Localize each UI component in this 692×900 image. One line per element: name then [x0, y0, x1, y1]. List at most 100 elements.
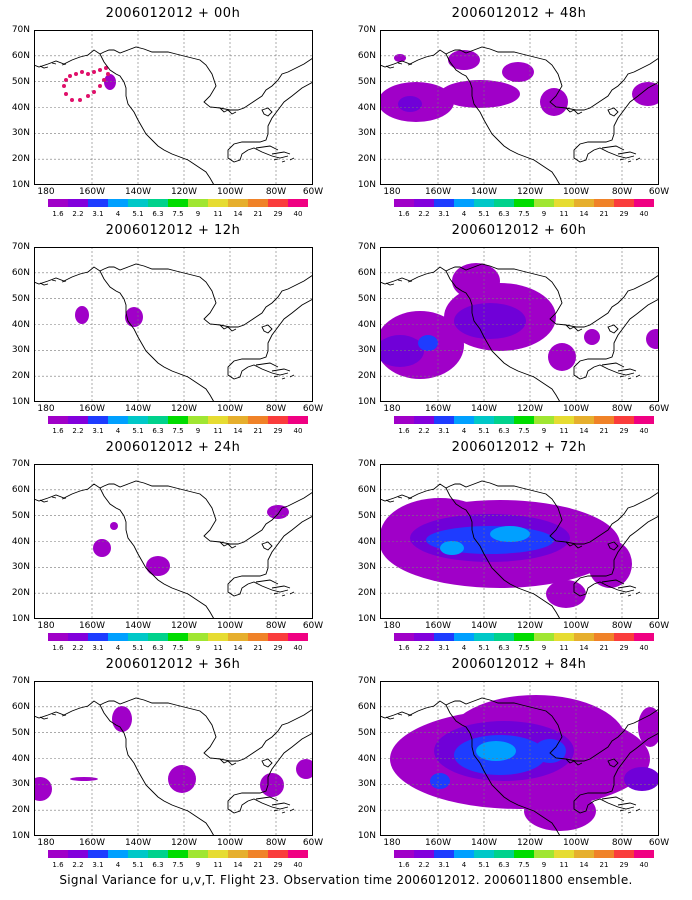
variance-shading	[380, 263, 659, 379]
colorbar-swatch	[68, 199, 88, 207]
coastline	[407, 63, 413, 66]
colorbar-label: 4	[461, 427, 467, 435]
coastline	[219, 541, 237, 549]
colorbar	[394, 850, 654, 858]
colorbar-swatch	[454, 416, 474, 424]
coastline	[34, 46, 313, 111]
colorbar-label: 11	[559, 210, 569, 218]
coastline	[607, 541, 619, 551]
coastline	[39, 716, 49, 720]
lon-tick-label: 160W	[78, 838, 106, 848]
colorbar-swatch	[414, 199, 434, 207]
colorbar-swatch	[434, 850, 454, 858]
panel-grid: 2006012012 + 00h 70N 60N 50N 40N 30N 20N 10N 180…	[0, 6, 670, 869]
lat-tick-label: 50N	[357, 727, 376, 738]
lon-tick-label: 180	[37, 187, 55, 197]
colorbar-label: 5.1	[478, 861, 490, 869]
lat-tick-label: 30N	[11, 128, 30, 139]
coastline	[607, 758, 619, 768]
lat-tick-label: 60N	[11, 484, 30, 495]
variance-shading	[75, 306, 143, 327]
coastline	[619, 158, 625, 161]
coastline	[573, 81, 659, 163]
colorbar-swatch	[268, 199, 288, 207]
colorbar-swatch	[68, 416, 88, 424]
variance-contour	[490, 526, 530, 542]
colorbar-swatch	[554, 633, 574, 641]
map-plot	[380, 247, 659, 402]
lon-tick-label: 120W	[170, 404, 198, 414]
lon-tick-label: 140W	[124, 621, 152, 631]
lon-tick-label: 140W	[124, 404, 152, 414]
lon-tick-label: 180	[37, 404, 55, 414]
lat-tick-label: 10N	[11, 180, 30, 190]
lon-tick-label: 60W	[648, 838, 670, 848]
lon-tick-label: 80W	[611, 621, 633, 631]
colorbar-label: 40	[293, 427, 303, 435]
lon-tick-label: 160W	[424, 621, 452, 631]
colorbar-label: 6.3	[498, 427, 510, 435]
coastline	[619, 375, 625, 378]
coastline	[273, 592, 279, 595]
lat-tick-label: 50N	[11, 293, 30, 304]
colorbar-swatch	[494, 633, 514, 641]
coastline	[99, 704, 215, 836]
colorbar-swatch	[268, 633, 288, 641]
lat-tick-label: 40N	[357, 536, 376, 547]
colorbar-label: 1.6	[398, 427, 410, 435]
coastline	[565, 324, 583, 332]
map-panel: 2006012012 + 36h 70N 60N 50N 40N 30N 20N 10N 180…	[0, 651, 346, 869]
coastline	[61, 714, 67, 717]
lat-tick-label: 30N	[357, 562, 376, 573]
colorbar	[48, 199, 308, 207]
panel-title: 2006012012 + 36h	[105, 657, 241, 672]
colorbar-swatch	[48, 199, 68, 207]
observation-point	[86, 72, 90, 76]
colorbar-label: 9	[195, 644, 201, 652]
colorbar	[48, 633, 308, 641]
observation-point	[74, 72, 78, 76]
colorbar-swatch	[394, 416, 414, 424]
colorbar-swatch	[414, 850, 434, 858]
coastline	[261, 107, 273, 117]
colorbar-label: 2.2	[72, 644, 84, 652]
panel-title: 2006012012 + 12h	[105, 223, 241, 238]
lon-tick-label: 180	[383, 838, 401, 848]
lat-tick-label: 40N	[357, 753, 376, 764]
lat-tick-label: 20N	[357, 805, 376, 816]
variance-contour	[418, 335, 438, 351]
variance-contour	[146, 556, 170, 576]
variance-contour	[524, 791, 596, 831]
observation-point	[80, 70, 84, 74]
coastline	[255, 796, 279, 802]
coastline	[619, 809, 625, 812]
colorbar-label: 2.2	[418, 644, 430, 652]
lon-tick-label: 100W	[216, 404, 244, 414]
coastline	[271, 585, 291, 589]
lat-tick-label: 10N	[357, 397, 376, 407]
colorbar-label: 40	[293, 210, 303, 218]
lon-tick-label: 120W	[516, 621, 544, 631]
colorbar-swatch	[128, 199, 148, 207]
colorbar-label: 14	[233, 861, 243, 869]
coastline	[247, 581, 289, 593]
lon-tick-label: 60W	[648, 404, 670, 414]
lat-tick-label: 50N	[11, 510, 30, 521]
colorbar-label: 6.3	[152, 861, 164, 869]
colorbar-swatch	[128, 416, 148, 424]
variance-contour	[452, 263, 500, 299]
colorbar-swatch	[574, 199, 594, 207]
coastline	[397, 713, 403, 716]
colorbar-label: 2.2	[418, 210, 430, 218]
lat-tick-label: 70N	[11, 25, 30, 35]
lon-tick-label: 120W	[516, 838, 544, 848]
colorbar-label: 9	[541, 427, 547, 435]
coastline	[255, 145, 279, 151]
colorbar-label: 3.1	[92, 644, 104, 652]
colorbar-label: 11	[559, 427, 569, 435]
colorbar-swatch	[228, 850, 248, 858]
coastline	[271, 151, 291, 155]
lon-tick-label: 60W	[648, 621, 670, 631]
lon-tick-label: 140W	[470, 621, 498, 631]
lon-tick-label: 160W	[424, 187, 452, 197]
